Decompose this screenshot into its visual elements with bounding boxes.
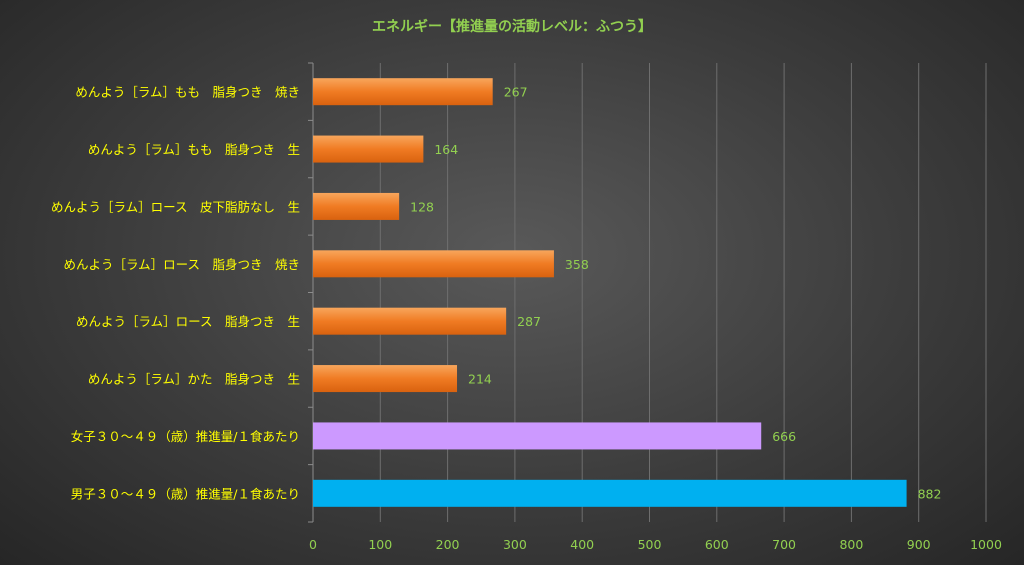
bars: 267 164 128 358 287 214 666 882 [313, 78, 941, 507]
data-label: 358 [565, 257, 589, 272]
data-label: 164 [434, 142, 458, 157]
bar [313, 422, 762, 450]
gridlines [308, 62, 987, 523]
category-label: めんよう［ラム］ロース 脂身つき 焼き [63, 257, 300, 272]
x-tick-label: 600 [705, 537, 729, 552]
x-axis-ticks: 0 100 200 300 400 500 600 700 800 900 1000 [309, 537, 1002, 552]
chart-title: エネルギー【推進量の活動レベル：ふつう】 [372, 18, 652, 35]
category-label: めんよう［ラム］ロース 皮下脂肪なし 生 [51, 199, 300, 214]
category-label: めんよう［ラム］もも 脂身つき 焼き [75, 85, 300, 100]
data-label: 666 [772, 429, 796, 444]
category-label: 女子３０～４９（歳）推進量/１食あたり [71, 429, 300, 444]
x-tick-label: 300 [503, 537, 527, 552]
data-label: 128 [410, 199, 434, 214]
bar [313, 479, 907, 507]
category-label: めんよう［ラム］もも 脂身つき 生 [88, 142, 300, 157]
x-tick-label: 800 [839, 537, 863, 552]
bar [313, 192, 400, 220]
x-tick-label: 100 [368, 537, 392, 552]
data-label: 882 [918, 486, 942, 501]
category-label: 男子３０～４９（歳）推進量/１食あたり [71, 486, 300, 501]
x-tick-label: 0 [309, 537, 317, 552]
data-label: 287 [517, 314, 541, 329]
x-tick-label: 200 [436, 537, 460, 552]
category-label: めんよう［ラム］ロース 脂身つき 生 [76, 314, 300, 329]
x-tick-label: 400 [570, 537, 594, 552]
x-tick-label: 500 [638, 537, 662, 552]
x-tick-label: 1000 [970, 537, 1002, 552]
x-tick-label: 900 [907, 537, 931, 552]
bar [313, 78, 493, 106]
bar [313, 307, 507, 335]
bar [313, 365, 458, 393]
category-label: めんよう［ラム］かた 脂身つき 生 [88, 372, 300, 387]
bar [313, 250, 554, 278]
bar [313, 135, 424, 163]
data-label: 214 [468, 372, 492, 387]
x-tick-label: 700 [772, 537, 796, 552]
data-label: 267 [504, 85, 528, 100]
